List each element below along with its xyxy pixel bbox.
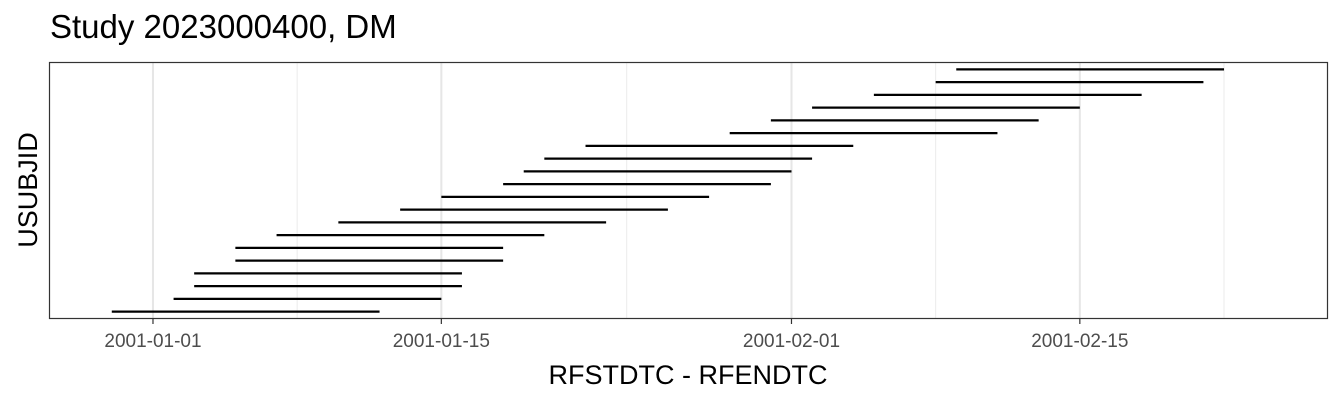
x-axis-ticks: 2001-01-01 2001-01-15 2001-02-01 2001-02-15 bbox=[104, 318, 1128, 352]
x-tick-label: 2001-02-01 bbox=[743, 331, 840, 352]
y-axis-title: USUBJID bbox=[13, 132, 43, 248]
subject-segments bbox=[111, 68, 1225, 313]
grid-lines bbox=[151, 63, 1225, 318]
x-tick-label: 2001-01-01 bbox=[104, 331, 201, 352]
x-axis-title: RFSTDTC - RFENDTC bbox=[549, 360, 828, 390]
x-tick-label: 2001-01-15 bbox=[393, 331, 490, 352]
x-tick-label: 2001-02-15 bbox=[1031, 331, 1128, 352]
chart-title: Study 2023000400, DM bbox=[50, 8, 397, 45]
plot-panel-border bbox=[48, 61, 1329, 320]
